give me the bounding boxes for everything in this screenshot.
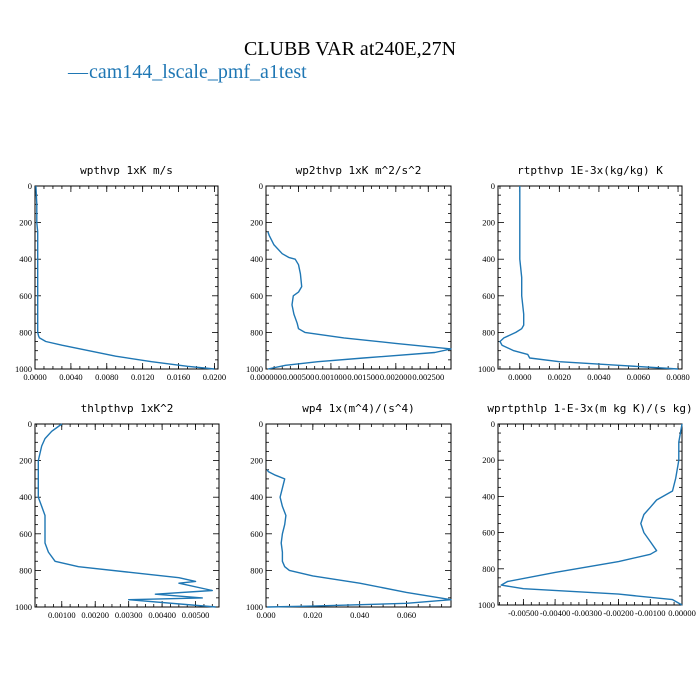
y-tick-label: 200 — [482, 218, 495, 228]
x-tick-label: 0.0080 — [95, 372, 118, 382]
y-tick-label: 400 — [250, 492, 263, 502]
plot-frame — [34, 185, 219, 370]
panel-title: wp2thvp 1xK m^2/s^2 — [296, 164, 422, 177]
x-tick-label: -0.00500 — [508, 608, 538, 618]
panel-4: thlpthvp 1xK^2 0 200 400 600 800 1000 0.00100 0.… — [15, 402, 220, 620]
x-tick-label: 0.002500 — [412, 372, 444, 382]
plot-frame — [497, 185, 683, 370]
y-tick-label: 800 — [482, 564, 495, 574]
figure-title: CLUBB VAR at240E,27N — [244, 38, 456, 60]
series-line — [499, 186, 679, 370]
x-tick-label: 0.001500 — [347, 372, 379, 382]
x-tick-label: 0.00400 — [148, 610, 176, 620]
x-tick-label: 0.0000 — [23, 372, 46, 382]
y-tick-label: 600 — [250, 291, 263, 301]
y-tick-label: 1000 — [246, 602, 263, 612]
y-tick-label: 600 — [482, 291, 495, 301]
x-tick-label: -0.00100 — [635, 608, 665, 618]
plot-frame — [265, 423, 452, 608]
y-tick-label: 0 — [28, 181, 32, 191]
y-tick-label: 600 — [19, 291, 32, 301]
x-tick-label: 0.00100 — [48, 610, 76, 620]
y-tick-label: 0 — [259, 181, 263, 191]
y-tick-label: 200 — [482, 455, 495, 465]
y-tick-label: 800 — [482, 327, 495, 337]
x-tick-label: 0.0000 — [508, 372, 531, 382]
legend: — cam144_lscale_pmf_a1test — [67, 61, 307, 83]
y-tick-label: 400 — [250, 254, 263, 264]
y-tick-label: 1000 — [15, 364, 32, 374]
y-tick-label: 400 — [19, 492, 32, 502]
legend-label: cam144_lscale_pmf_a1test — [89, 61, 307, 83]
plot-frame — [34, 423, 220, 608]
x-tick-label: 0.020 — [303, 610, 322, 620]
panel-title: wp4 1x(m^4)/(s^4) — [302, 402, 415, 415]
panel-title: thlpthvp 1xK^2 — [81, 402, 174, 415]
y-tick-label: 800 — [19, 327, 32, 337]
x-tick-label: 0.00200 — [81, 610, 109, 620]
y-tick-label: 0 — [491, 181, 495, 191]
y-tick-label: 400 — [482, 254, 495, 264]
series-line — [37, 423, 216, 608]
x-tick-label: 0.0120 — [131, 372, 154, 382]
y-tick-label: 1000 — [478, 600, 495, 610]
x-tick-label: 0.060 — [397, 610, 416, 620]
y-tick-label: 1000 — [246, 364, 263, 374]
series-line — [35, 185, 215, 370]
panel-title: wprtpthlp 1-E-3x(m kg K)/(s kg) — [487, 402, 692, 415]
x-tick-label: 0.0080 — [666, 372, 689, 382]
x-tick-label: 0.040 — [350, 610, 369, 620]
x-tick-label: 0.00500 — [182, 610, 210, 620]
x-tick-label: 0.002000 — [380, 372, 412, 382]
x-tick-label: 0.000000 — [250, 372, 282, 382]
x-tick-label: -0.00400 — [540, 608, 570, 618]
y-tick-label: 800 — [250, 565, 263, 575]
y-tick-label: 600 — [250, 529, 263, 539]
panel-title: wpthvp 1xK m/s — [80, 164, 173, 177]
panel-6: wprtpthlp 1-E-3x(m kg K)/(s kg) 0 200 400 60… — [478, 402, 696, 618]
y-tick-label: 400 — [482, 491, 495, 501]
panel-title: rtpthvp 1E-3x(kg/kg) K — [517, 164, 663, 177]
y-tick-label: 200 — [250, 456, 263, 466]
x-tick-label: 0.00300 — [115, 610, 143, 620]
y-tick-label: 400 — [19, 254, 32, 264]
y-tick-label: 0 — [491, 419, 495, 429]
x-tick-label: -0.00200 — [603, 608, 633, 618]
y-tick-label: 200 — [19, 456, 32, 466]
y-tick-label: 200 — [250, 218, 263, 228]
series-line — [267, 231, 452, 370]
y-tick-label: 1000 — [478, 364, 495, 374]
y-tick-label: 800 — [250, 327, 263, 337]
x-tick-label: 0.000 — [256, 610, 275, 620]
x-tick-label: 0.000500 — [283, 372, 315, 382]
y-tick-label: 800 — [19, 565, 32, 575]
y-tick-label: 600 — [19, 529, 32, 539]
y-tick-label: 1000 — [15, 602, 32, 612]
x-tick-label: -0.00300 — [572, 608, 602, 618]
x-tick-label: 0.0040 — [587, 372, 610, 382]
panel-3: rtpthvp 1E-3x(kg/kg) K 0 200 400 600 800 1000 0… — [478, 164, 690, 382]
y-tick-label: 200 — [19, 218, 32, 228]
x-tick-label: 0.0060 — [627, 372, 650, 382]
x-tick-label: 0.00000 — [668, 608, 696, 618]
series-line — [266, 469, 452, 608]
y-tick-label: 0 — [28, 419, 32, 429]
y-tick-label: 0 — [259, 419, 263, 429]
legend-line: — — [67, 61, 89, 83]
panel-2: wp2thvp 1xK m^2/s^2020040060080010000.00… — [246, 164, 452, 382]
series-line — [500, 423, 683, 606]
x-tick-label: 0.0200 — [203, 372, 226, 382]
x-tick-label: 0.0040 — [59, 372, 82, 382]
x-tick-label: 0.0160 — [167, 372, 190, 382]
plot-frame — [265, 185, 452, 370]
y-tick-label: 600 — [482, 528, 495, 538]
x-tick-label: 0.001000 — [315, 372, 347, 382]
x-tick-label: 0.0020 — [548, 372, 571, 382]
